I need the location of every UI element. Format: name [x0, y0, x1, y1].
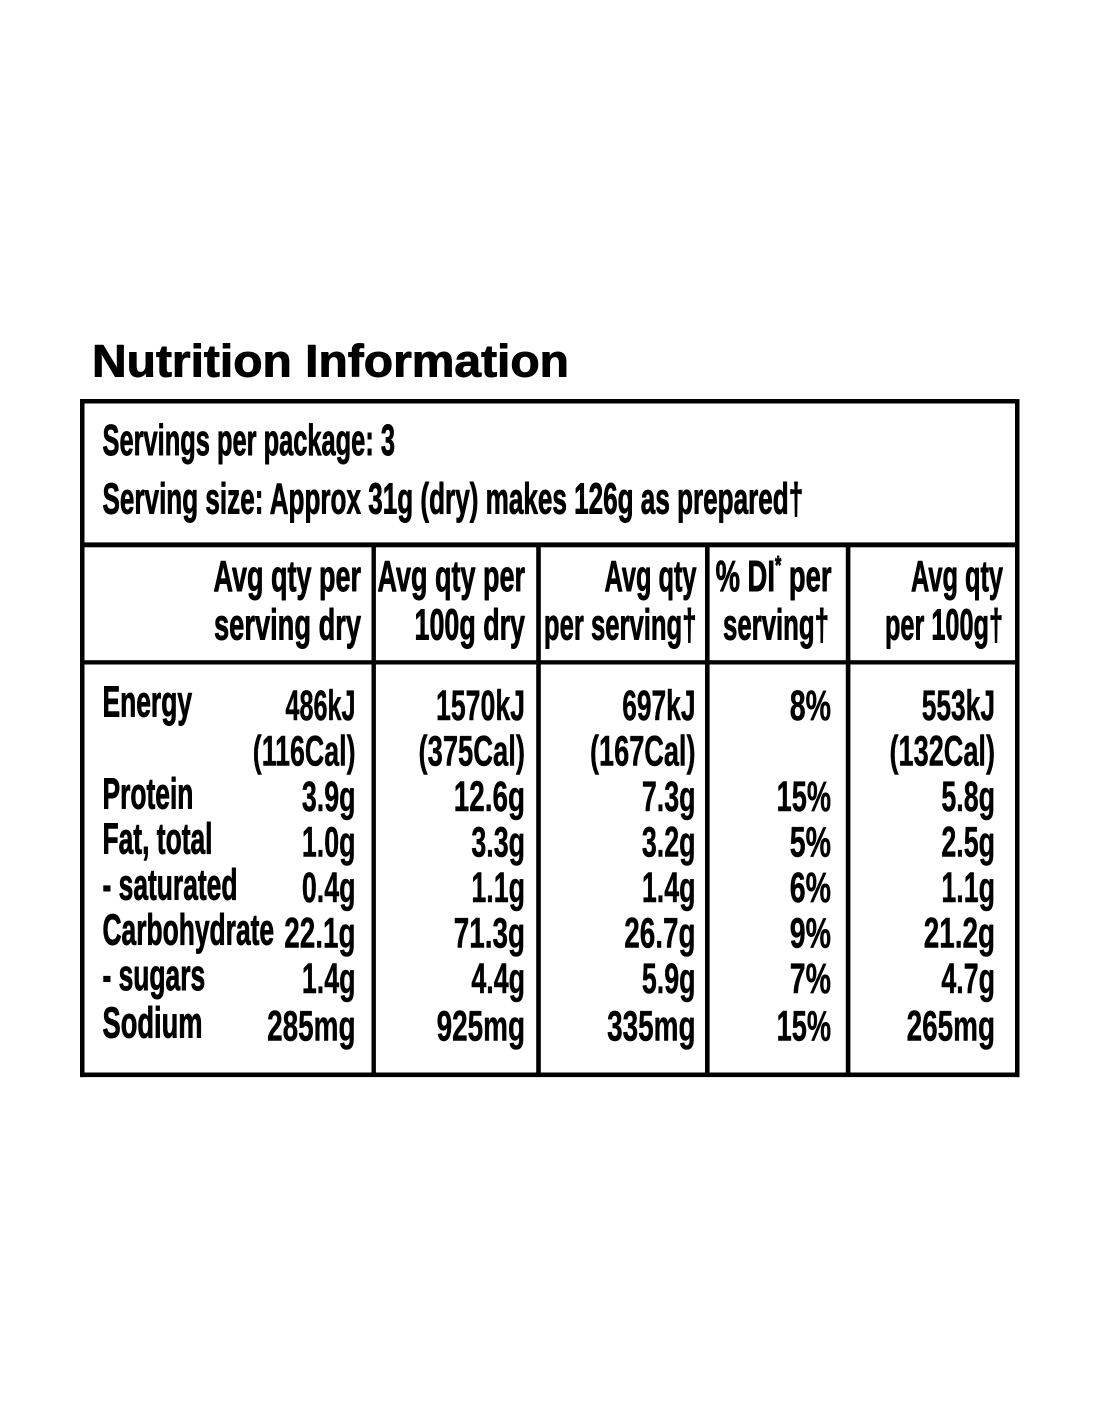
svg-text:265mg: 265mg — [907, 1004, 995, 1051]
svg-text:Avg qty: Avg qty — [605, 552, 697, 601]
svg-text:Energy: Energy — [103, 677, 193, 726]
svg-text:1.4g: 1.4g — [642, 865, 696, 912]
svg-text:serving dry: serving dry — [214, 601, 361, 650]
svg-text:Avg qty: Avg qty — [911, 552, 1003, 601]
svg-text:Serving size: Approx 31g (dry): Serving size: Approx 31g (dry) makes 126… — [103, 475, 804, 524]
svg-text:(167Cal): (167Cal) — [590, 729, 696, 776]
svg-text:1.1g: 1.1g — [471, 865, 525, 912]
svg-text:4.4g: 4.4g — [471, 956, 525, 1003]
svg-text:15%: 15% — [777, 774, 831, 821]
svg-text:22.1g: 22.1g — [284, 911, 355, 958]
svg-text:(116Cal): (116Cal) — [253, 729, 356, 776]
svg-text:Carbohydrate: Carbohydrate — [103, 906, 275, 955]
svg-text:6%: 6% — [790, 865, 831, 912]
svg-text:4.7g: 4.7g — [941, 956, 995, 1003]
svg-text:Fat, total: Fat, total — [103, 815, 213, 864]
svg-text:Nutrition Information: Nutrition Information — [92, 336, 569, 387]
svg-text:9%: 9% — [790, 911, 831, 958]
svg-text:3.2g: 3.2g — [642, 820, 696, 867]
svg-text:1.4g: 1.4g — [302, 956, 356, 1003]
svg-text:Sodium: Sodium — [103, 999, 203, 1048]
svg-text:2.5g: 2.5g — [941, 820, 995, 867]
svg-text:100g dry: 100g dry — [415, 601, 526, 650]
svg-text:per serving†: per serving† — [544, 601, 697, 650]
svg-text:1.1g: 1.1g — [941, 865, 995, 912]
svg-text:Avg qty per: Avg qty per — [378, 552, 526, 601]
svg-text:285mg: 285mg — [267, 1004, 355, 1051]
svg-text:- saturated: - saturated — [103, 861, 238, 910]
svg-text:3.9g: 3.9g — [302, 774, 356, 821]
svg-text:Avg qty per: Avg qty per — [214, 552, 362, 601]
svg-text:21.2g: 21.2g — [924, 911, 995, 958]
svg-text:486kJ: 486kJ — [286, 683, 356, 730]
svg-text:8%: 8% — [790, 683, 831, 730]
svg-text:Servings per package: 3: Servings per package: 3 — [103, 416, 396, 465]
svg-text:335mg: 335mg — [607, 1004, 695, 1051]
svg-text:serving†: serving† — [723, 601, 829, 650]
svg-text:per 100g†: per 100g† — [885, 601, 1003, 650]
svg-text:% DI* per: % DI* per — [716, 550, 832, 601]
svg-text:0.4g: 0.4g — [302, 865, 356, 912]
svg-text:(375Cal): (375Cal) — [419, 729, 526, 776]
svg-text:7%: 7% — [790, 956, 831, 1003]
svg-text:Protein: Protein — [103, 769, 194, 818]
svg-text:12.6g: 12.6g — [454, 774, 525, 821]
svg-text:26.7g: 26.7g — [624, 911, 695, 958]
svg-text:5.8g: 5.8g — [941, 774, 995, 821]
svg-text:925mg: 925mg — [437, 1004, 525, 1051]
svg-text:1.0g: 1.0g — [302, 820, 356, 867]
svg-text:- sugars: - sugars — [103, 951, 206, 1000]
svg-text:5.9g: 5.9g — [642, 956, 696, 1003]
svg-text:71.3g: 71.3g — [454, 911, 525, 958]
svg-text:697kJ: 697kJ — [622, 683, 695, 730]
svg-text:5%: 5% — [790, 820, 831, 867]
svg-text:553kJ: 553kJ — [922, 683, 995, 730]
svg-text:7.3g: 7.3g — [642, 774, 696, 821]
svg-text:1570kJ: 1570kJ — [436, 683, 525, 730]
svg-text:3.3g: 3.3g — [471, 820, 525, 867]
svg-text:15%: 15% — [777, 1004, 831, 1051]
svg-text:(132Cal): (132Cal) — [890, 729, 996, 776]
